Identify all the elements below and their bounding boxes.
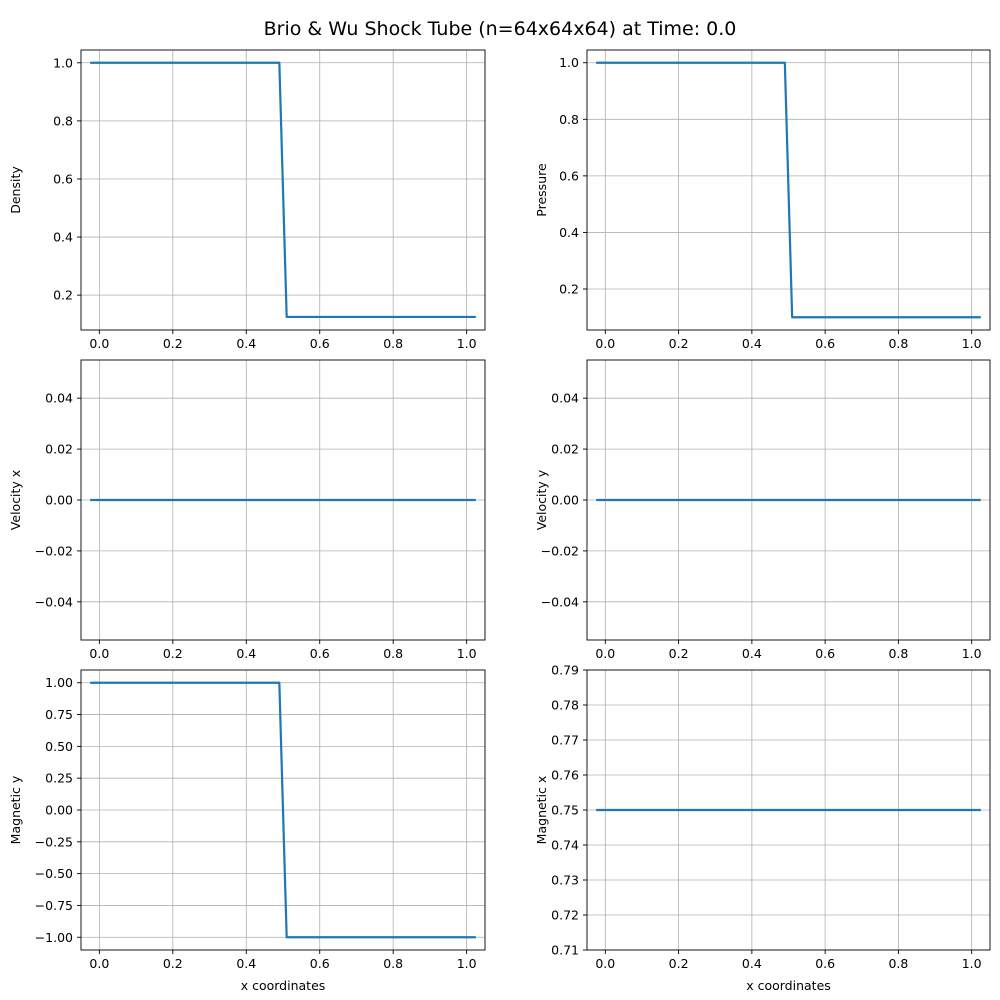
subplot-magnetic-y: 0.0 0.2 0.4 0.6 0.8 1.0 −1.00 −0.75 −0.50 −0.25 0.… <box>8 669 486 993</box>
x-tick-label: 0.2 <box>669 646 689 661</box>
y-tick-label: 0.79 <box>551 663 579 678</box>
y-tick-label: 0.2 <box>559 281 579 296</box>
y-tick-label: 0.75 <box>45 707 73 722</box>
x-tick-label: 0.0 <box>595 646 615 661</box>
y-tick-label: 0.6 <box>53 171 73 186</box>
x-tick-label: 0.4 <box>236 646 256 661</box>
x-tick-label: 0.8 <box>383 646 403 661</box>
x-tick-label: 0.4 <box>742 646 762 661</box>
y-tick-label: 0.78 <box>551 698 579 713</box>
y-tick-label: −0.75 <box>35 898 73 913</box>
y-tick-label: −0.02 <box>541 543 579 558</box>
y-tick-label: 0.8 <box>559 112 579 127</box>
y-axis-label: Magnetic y <box>8 775 23 844</box>
x-tick-label: 0.2 <box>669 956 689 971</box>
subplot-pressure: 0.0 0.2 0.4 0.6 0.8 1.0 0.2 0.4 0.6 0.8 1.0 Pressur… <box>534 49 991 351</box>
y-tick-label: 0.76 <box>551 768 579 783</box>
x-tick-label: 0.2 <box>669 336 689 351</box>
subplot-grid: 0.0 0.2 0.4 0.6 0.8 1.0 0.2 0.4 0.6 0.8 1.0 Density… <box>8 49 991 993</box>
x-tick-label: 0.6 <box>310 646 330 661</box>
x-tick-label: 1.0 <box>962 646 982 661</box>
x-tick-label: 0.6 <box>310 956 330 971</box>
y-axis-label: Velocity x <box>8 470 23 530</box>
x-tick-label: 0.8 <box>888 646 908 661</box>
y-tick-label: −0.50 <box>35 866 73 881</box>
y-tick-label: 0.77 <box>551 733 579 748</box>
y-tick-label: 0.02 <box>551 442 579 457</box>
x-tick-label: 0.6 <box>815 956 835 971</box>
y-tick-label: 0.6 <box>559 168 579 183</box>
x-tick-label: 1.0 <box>962 336 982 351</box>
y-tick-label: 0.00 <box>551 493 579 508</box>
x-axis-label: x coordinates <box>241 978 326 993</box>
y-tick-label: 0.75 <box>551 803 579 818</box>
y-tick-label: 1.0 <box>559 55 579 70</box>
y-axis-label: Density <box>8 166 23 214</box>
x-tick-label: 0.2 <box>163 646 183 661</box>
x-tick-label: 0.2 <box>163 956 183 971</box>
y-axis-label: Pressure <box>534 163 549 217</box>
x-tick-label: 1.0 <box>457 646 477 661</box>
x-tick-label: 0.6 <box>815 646 835 661</box>
x-tick-label: 0.4 <box>236 956 256 971</box>
x-tick-label: 1.0 <box>962 956 982 971</box>
x-axis-label: x coordinates <box>746 978 831 993</box>
subplot-magnetic-x: 0.0 0.2 0.4 0.6 0.8 1.0 0.71 0.72 0.73 0.74 0.75 0.… <box>534 663 991 993</box>
x-tick-label: 0.0 <box>595 956 615 971</box>
y-tick-label: −0.04 <box>541 594 579 609</box>
y-tick-label: 0.00 <box>45 803 73 818</box>
y-tick-label: 0.00 <box>45 493 73 508</box>
y-tick-label: 0.4 <box>559 225 579 240</box>
x-tick-label: 0.4 <box>742 956 762 971</box>
density-line <box>90 61 476 319</box>
y-axis-label: Magnetic x <box>534 776 549 845</box>
x-tick-label: 0.0 <box>89 956 109 971</box>
x-tick-label: 0.4 <box>236 336 256 351</box>
x-tick-label: 0.2 <box>163 336 183 351</box>
subplot-velocity-x: 0.0 0.2 0.4 0.6 0.8 1.0 −0.04 −0.02 0.00 0.02 0.04… <box>8 359 486 661</box>
y-tick-label: −1.00 <box>35 930 73 945</box>
x-tick-label: 0.8 <box>888 956 908 971</box>
x-tick-label: 0.0 <box>89 646 109 661</box>
y-tick-label: 0.73 <box>551 873 579 888</box>
x-tick-label: 0.0 <box>89 336 109 351</box>
y-tick-label: 0.2 <box>53 288 73 303</box>
y-tick-label: 0.72 <box>551 908 579 923</box>
y-tick-label: 1.00 <box>45 675 73 690</box>
y-tick-label: 0.04 <box>551 391 579 406</box>
y-tick-label: −0.25 <box>35 834 73 849</box>
y-tick-label: 0.04 <box>45 391 73 406</box>
y-tick-label: −0.04 <box>35 594 73 609</box>
x-tick-label: 0.6 <box>310 336 330 351</box>
pressure-line <box>596 61 981 319</box>
figure-title: Brio & Wu Shock Tube (n=64x64x64) at Tim… <box>264 18 737 40</box>
y-tick-label: 0.74 <box>551 838 579 853</box>
y-tick-label: 0.02 <box>45 442 73 457</box>
axes-frame <box>80 49 486 331</box>
x-tick-label: 0.8 <box>383 956 403 971</box>
subplot-density: 0.0 0.2 0.4 0.6 0.8 1.0 0.2 0.4 0.6 0.8 1.0 Density <box>8 49 486 351</box>
y-tick-label: −0.02 <box>35 543 73 558</box>
y-axis-label: Velocity y <box>534 469 549 530</box>
x-tick-label: 1.0 <box>457 336 477 351</box>
y-tick-label: 0.4 <box>53 230 73 245</box>
y-tick-label: 1.0 <box>53 55 73 70</box>
subplot-velocity-y: 0.0 0.2 0.4 0.6 0.8 1.0 −0.04 −0.02 0.00 0.02 0.04… <box>534 359 991 661</box>
x-tick-label: 0.6 <box>815 336 835 351</box>
x-tick-label: 0.4 <box>742 336 762 351</box>
y-tick-label: 0.71 <box>551 943 579 958</box>
magnetic-y-line <box>90 681 476 939</box>
y-tick-label: 0.8 <box>53 113 73 128</box>
y-tick-label: 0.25 <box>45 771 73 786</box>
x-tick-label: 0.0 <box>595 336 615 351</box>
y-tick-label: 0.50 <box>45 739 73 754</box>
x-tick-label: 1.0 <box>457 956 477 971</box>
x-tick-label: 0.8 <box>888 336 908 351</box>
axes-frame <box>586 49 991 331</box>
x-tick-label: 0.8 <box>383 336 403 351</box>
